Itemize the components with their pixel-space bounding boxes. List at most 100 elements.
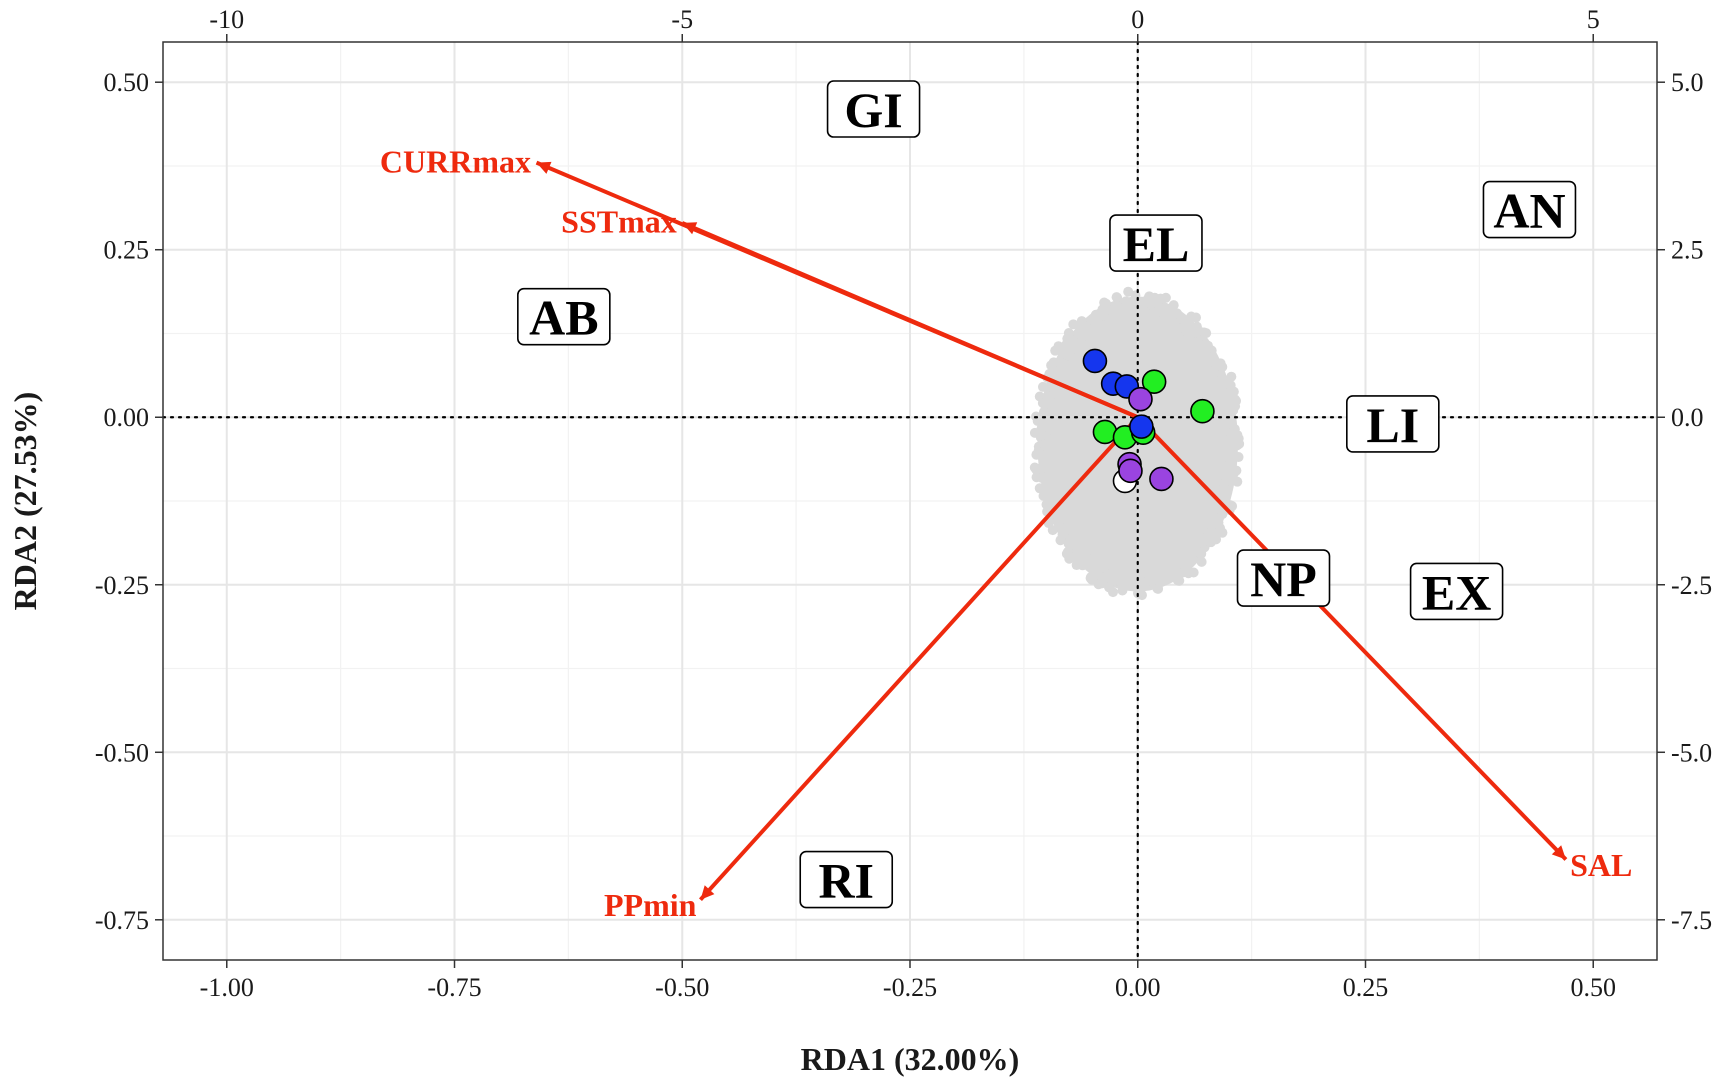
x-tick-label: -0.75: [427, 973, 481, 1002]
cloud-point: [1231, 465, 1242, 476]
y-tick-label: 0.50: [104, 68, 150, 97]
cloud-point: [1057, 529, 1068, 540]
cloud-point: [1226, 428, 1237, 439]
cloud-point: [1043, 494, 1054, 505]
cloud-point: [1200, 349, 1211, 360]
region-label-box: [799, 850, 894, 909]
cloud-point: [1199, 327, 1210, 338]
data-point: [1118, 458, 1143, 484]
y-tick-label: -0.75: [95, 906, 149, 935]
region-np: NP: [1236, 549, 1331, 607]
cloud-point: [1206, 520, 1217, 531]
cloud-point: [1223, 452, 1234, 463]
cloud-point: [1037, 381, 1048, 392]
cloud-point: [1188, 567, 1199, 578]
cloud-point: [1172, 575, 1183, 586]
grid: [163, 42, 1657, 960]
cloud-point: [1044, 390, 1055, 401]
vector-sstmax: SSTmax: [561, 204, 1139, 420]
region-el: EL: [1109, 214, 1203, 272]
top-tick-label: 0: [1131, 5, 1144, 34]
vector-arrowhead: [700, 885, 715, 900]
vector-label: SSTmax: [561, 204, 677, 240]
region-label-box: [1409, 562, 1504, 621]
region-label-text: EX: [1422, 564, 1491, 620]
region-ri: RI: [799, 850, 894, 909]
right-tick-label: 0.0: [1671, 403, 1704, 432]
data-point: [1082, 348, 1108, 374]
cloud-point: [1141, 576, 1152, 587]
region-label-text: NP: [1250, 551, 1317, 607]
data-point: [1149, 466, 1174, 492]
cloud-point: [1097, 308, 1108, 319]
cloud-point: [1189, 546, 1200, 557]
cloud-point: [1048, 357, 1059, 368]
cloud-point: [1113, 575, 1124, 586]
right-tick-label: -5.0: [1671, 738, 1712, 767]
cloud-point: [1214, 359, 1225, 370]
zero-lines: [161, 40, 1659, 962]
cloud-point: [1168, 300, 1179, 311]
top-tick-label: -5: [671, 5, 693, 34]
cloud-point: [1153, 583, 1164, 594]
cloud-point: [1191, 312, 1202, 323]
cloud-point: [1160, 292, 1171, 303]
cloud-point: [1107, 587, 1118, 598]
region-label-text: AN: [1493, 183, 1565, 239]
cloud-point: [1151, 307, 1162, 318]
y-tick-label: -0.25: [95, 571, 149, 600]
cloud-point: [1228, 386, 1239, 397]
region-label-box: [1109, 214, 1203, 272]
region-an: AN: [1482, 180, 1577, 239]
right-tick-label: 5.0: [1671, 68, 1704, 97]
cloud-point: [1217, 509, 1228, 520]
cloud-point: [1068, 552, 1079, 563]
x-tick-label: 0.00: [1115, 973, 1161, 1002]
region-label-box: [1236, 549, 1331, 607]
x-tick-label: -0.50: [655, 973, 709, 1002]
vector-arrowhead: [1551, 845, 1566, 860]
region-gi: GI: [826, 80, 921, 138]
x-tick-label: -1.00: [200, 973, 254, 1002]
right-tick-label: -7.5: [1671, 906, 1712, 935]
region-label-text: GI: [844, 82, 902, 138]
cloud-point: [1034, 483, 1045, 494]
vector-label: PPmin: [604, 887, 697, 923]
cloud-point: [1123, 286, 1134, 297]
cloud-point: [1062, 349, 1073, 360]
cloud-point: [1053, 341, 1064, 352]
cloud-point: [1209, 534, 1220, 545]
vector-label: SAL: [1570, 847, 1632, 883]
region-label-box: [517, 287, 611, 346]
cloud-point: [1220, 484, 1231, 495]
cloud-point: [1072, 339, 1083, 350]
cloud-point: [1035, 463, 1046, 474]
cloud-point: [1084, 554, 1095, 565]
axes: -1.00 -0.75 -0.50 -0.25 0.00 0.25 0.500.500.25…: [95, 5, 1712, 1002]
cloud-point: [1064, 539, 1075, 550]
cloud-point: [1143, 293, 1154, 304]
cloud-point: [1111, 292, 1122, 303]
region-labels: GI AN EL AB LI NP EX RI: [517, 80, 1577, 909]
data-point: [1128, 386, 1153, 412]
vector-arrowhead: [682, 222, 698, 235]
vector-label: CURRmax: [380, 143, 531, 179]
region-label-text: LI: [1366, 397, 1419, 453]
y-tick-label: 0.00: [104, 403, 150, 432]
cloud-point: [1054, 515, 1065, 526]
cloud-point: [1196, 556, 1207, 567]
region-label-text: RI: [818, 853, 874, 909]
right-tick-label: 2.5: [1671, 236, 1704, 265]
region-label-box: [826, 80, 921, 138]
cloud-point: [1219, 393, 1230, 404]
cloud-point: [1172, 308, 1183, 319]
data-point: [1141, 369, 1167, 395]
cloud-point: [1120, 296, 1131, 307]
top-tick-label: 5: [1587, 5, 1600, 34]
cloud-point: [1077, 324, 1088, 335]
cloud-point: [1191, 321, 1202, 332]
cloud-point: [1198, 340, 1209, 351]
cloud-point: [1197, 537, 1208, 548]
cloud-point: [1187, 554, 1198, 565]
